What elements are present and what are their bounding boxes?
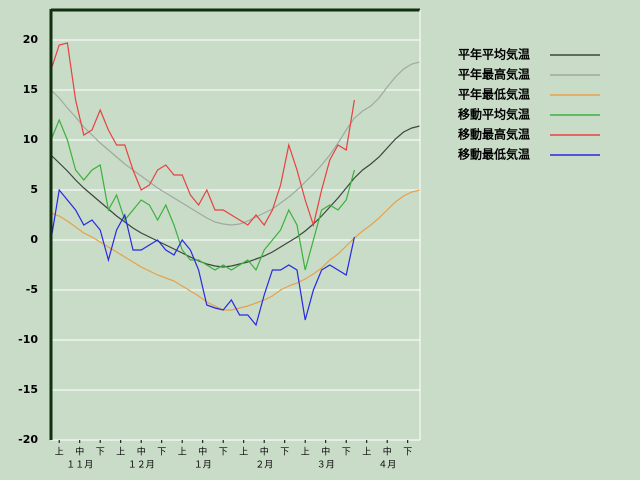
x-tick-label: 下 <box>96 448 105 458</box>
legend-label: 平年最高気温 <box>458 67 530 82</box>
x-tick-label: 上 <box>55 447 64 458</box>
x-tick-label: 中 <box>321 446 330 458</box>
x-tick-label: 下 <box>219 448 228 458</box>
legend-label: 平年最低気温 <box>458 87 530 102</box>
y-tick-label: -5 <box>26 283 38 296</box>
y-tick-label: 15 <box>23 83 38 96</box>
labels: -20-15-10-505101520上中下上中下上中下上中下上中下上中下１１月… <box>18 33 600 471</box>
legend-label: 移動最高気温 <box>458 127 530 142</box>
grid <box>51 39 420 441</box>
y-tick-label: 0 <box>30 233 38 246</box>
series-line <box>50 118 355 272</box>
month-label: ２月 <box>255 460 273 471</box>
x-tick-label: 下 <box>403 448 412 458</box>
x-tick-label: 中 <box>260 446 269 458</box>
y-tick-label: -15 <box>18 383 38 396</box>
x-tick-label: 下 <box>157 448 166 458</box>
month-label: ３月 <box>317 460 335 471</box>
x-tick-label: 中 <box>383 446 392 458</box>
legend-label: 平年平均気温 <box>458 47 530 62</box>
month-label: ４月 <box>378 460 396 471</box>
x-tick-label: 中 <box>75 446 84 458</box>
y-tick-label: -20 <box>18 433 38 446</box>
series-line <box>50 189 421 311</box>
x-tick-label: 上 <box>116 447 125 458</box>
y-tick-label: 10 <box>23 133 39 146</box>
month-label: １１月 <box>66 460 93 471</box>
x-tick-label: 下 <box>280 448 289 458</box>
series-line <box>50 42 355 228</box>
x-tick-label: 上 <box>239 447 248 458</box>
x-tick-label: 上 <box>362 447 371 458</box>
legend-label: 移動平均気温 <box>458 107 530 122</box>
series-line <box>50 125 421 268</box>
y-tick-label: 5 <box>30 183 38 196</box>
lines <box>50 42 421 327</box>
x-tick-label: 下 <box>342 448 351 458</box>
y-tick-label: 20 <box>23 33 39 46</box>
x-tick-label: 上 <box>178 447 187 458</box>
series-line <box>50 61 421 226</box>
x-tick-label: 中 <box>198 446 207 458</box>
legend-label: 移動最低気温 <box>458 147 530 162</box>
series-line <box>50 188 355 327</box>
month-label: １２月 <box>128 460 155 471</box>
x-tick-label: 上 <box>301 447 310 458</box>
y-tick-label: -10 <box>18 333 38 346</box>
month-label: １月 <box>194 460 212 471</box>
x-tick-label: 中 <box>137 446 146 458</box>
